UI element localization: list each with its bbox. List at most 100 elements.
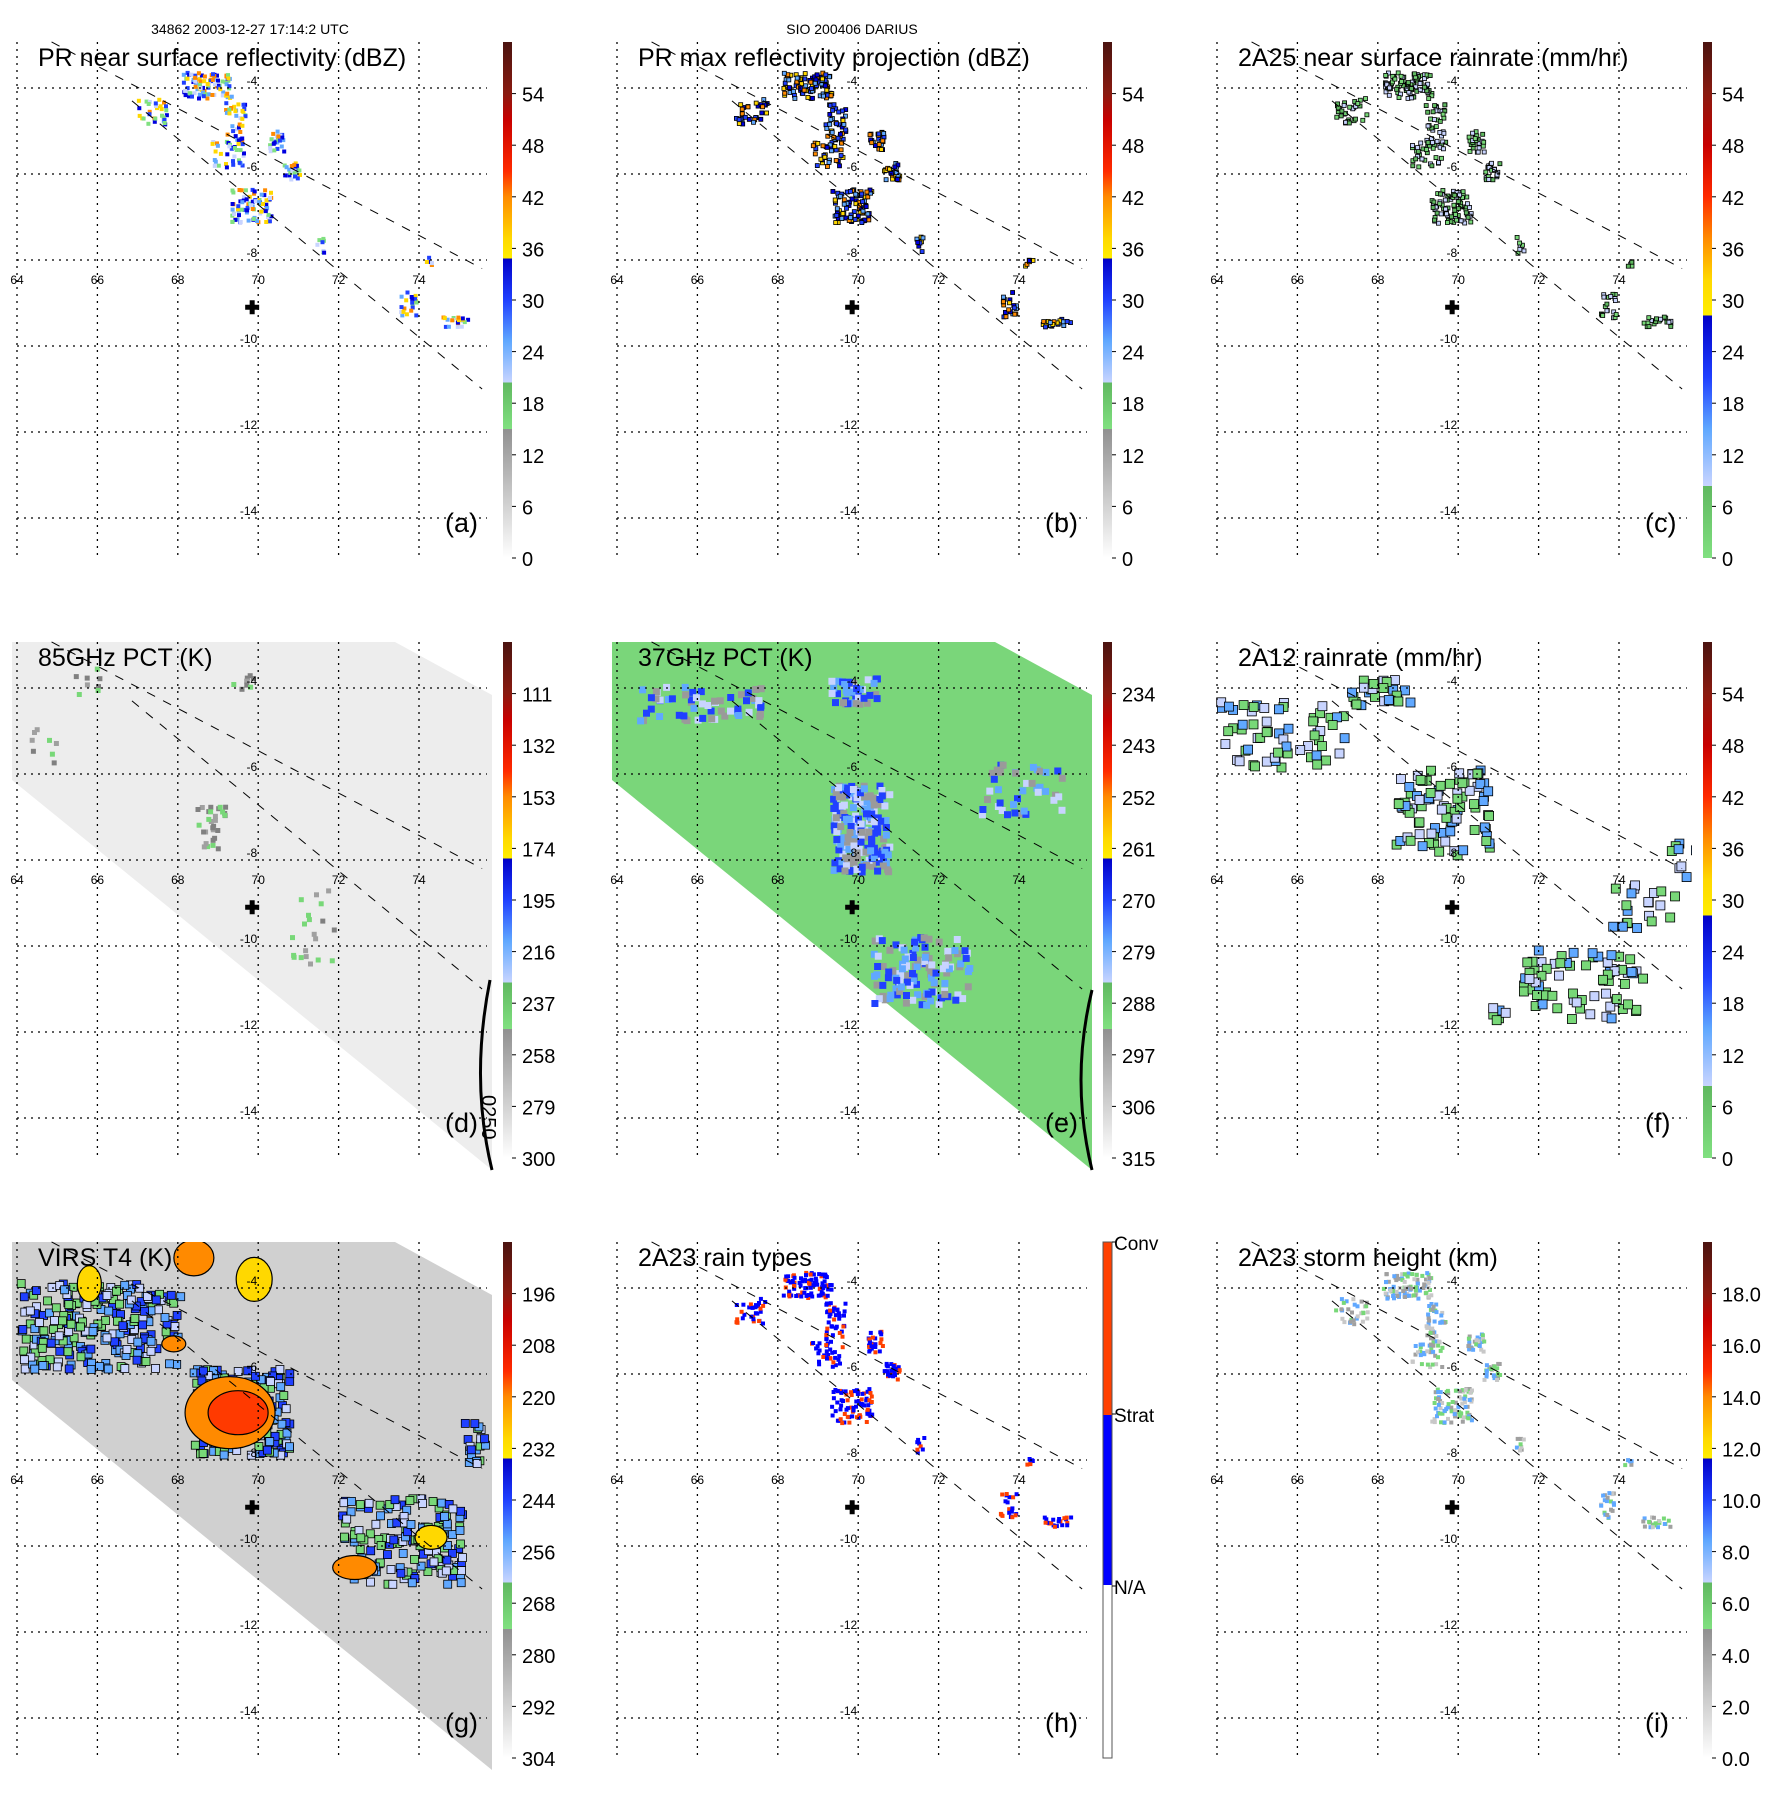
precip-pixel xyxy=(941,990,949,998)
precip-pixel xyxy=(1425,1271,1430,1276)
precip-pixel xyxy=(1483,169,1489,175)
colorbar-tick-label: 288 xyxy=(1122,994,1155,1016)
lon-label: 68 xyxy=(171,1473,185,1487)
precip-pixel xyxy=(885,968,893,976)
precip-pixel xyxy=(1470,1388,1474,1393)
precip-pixel xyxy=(1011,305,1017,311)
precip-pixel xyxy=(1617,921,1628,932)
precip-pixel xyxy=(1395,1294,1400,1298)
precip-pixel xyxy=(1462,1400,1467,1405)
precip-pixel xyxy=(1422,1282,1427,1287)
precip-pixel xyxy=(841,681,849,688)
precip-pixel xyxy=(873,1342,878,1347)
precip-pixel xyxy=(847,1420,852,1425)
precip-pixel xyxy=(197,96,201,101)
precip-pixel xyxy=(230,219,235,224)
precip-pixel xyxy=(1384,82,1390,88)
precip-pixel xyxy=(215,73,219,78)
precip-pixel xyxy=(920,1447,925,1452)
colorbar-tick-label: 12 xyxy=(1722,446,1744,468)
precip-pixel xyxy=(824,144,830,150)
precip-pixel xyxy=(210,93,215,97)
precip-pixel xyxy=(854,1388,859,1393)
precip-pixel xyxy=(804,1279,809,1284)
precip-pixel xyxy=(656,713,664,720)
precip-pixel xyxy=(1459,1396,1464,1401)
lat-label: -6 xyxy=(1447,760,1458,774)
precip-pixel xyxy=(1410,1272,1415,1277)
precip-pixel xyxy=(786,1279,791,1283)
precip-pixel xyxy=(290,168,295,173)
precip-pixel xyxy=(1058,806,1066,814)
precip-pixel xyxy=(401,309,406,314)
precip-pixel xyxy=(269,190,273,195)
precip-pixel xyxy=(837,1331,842,1335)
precip-pixel xyxy=(869,140,875,146)
precip-pixel xyxy=(838,1407,843,1412)
storm-center-cross-icon xyxy=(1445,900,1460,915)
precip-pixel xyxy=(820,93,826,99)
precip-pixel xyxy=(909,996,917,1004)
lon-label: 68 xyxy=(771,873,785,887)
precip-pixel xyxy=(233,134,238,139)
precip-pixel xyxy=(1425,140,1431,145)
precip-pixel xyxy=(86,1364,96,1374)
precip-pixel xyxy=(935,938,943,946)
panel-title: PR near surface reflectivity (dBZ) xyxy=(38,44,406,72)
precip-pixel xyxy=(920,235,926,241)
precip-pixel xyxy=(1057,1517,1062,1521)
precip-pixel xyxy=(230,124,235,129)
precip-pixel xyxy=(990,775,998,783)
precip-pixel xyxy=(792,1286,797,1291)
precip-pixel xyxy=(1568,988,1578,999)
precip-pixel xyxy=(229,94,234,99)
precip-pixel xyxy=(858,828,866,836)
precip-pixel xyxy=(212,163,217,168)
lat-label: -8 xyxy=(1447,846,1458,860)
precip-pixel xyxy=(1647,1519,1652,1524)
precip-pixel xyxy=(308,961,313,967)
precip-pixel xyxy=(879,862,887,870)
precip-pixel xyxy=(429,1557,439,1567)
precip-pixel xyxy=(339,1532,349,1542)
lat-label: -12 xyxy=(240,1618,258,1632)
lon-label: 70 xyxy=(852,273,866,287)
precip-pixel xyxy=(727,694,735,701)
precip-pixel xyxy=(236,141,241,146)
precip-pixel xyxy=(218,87,223,92)
precip-pixel xyxy=(833,220,839,226)
precip-pixel xyxy=(400,313,405,318)
precip-pixel xyxy=(832,1306,836,1311)
precip-pixel xyxy=(735,1317,740,1322)
precip-pixel xyxy=(29,737,35,743)
precip-pixel xyxy=(50,1316,59,1325)
swath-edge-line xyxy=(51,41,483,270)
cold-cloud-top xyxy=(332,1554,378,1581)
precip-pixel xyxy=(1387,85,1393,91)
precip-pixel xyxy=(455,324,460,329)
lon-label: 72 xyxy=(332,273,346,287)
precip-pixel xyxy=(1427,1318,1432,1323)
precip-pixel xyxy=(1445,1388,1450,1393)
precip-pixel xyxy=(1327,720,1338,730)
precip-pixel xyxy=(1479,1340,1484,1344)
colorbar-tick-label: 0 xyxy=(522,549,533,571)
precip-pixel xyxy=(825,1283,830,1288)
precip-pixel xyxy=(1051,1517,1056,1522)
precip-pixel xyxy=(120,1364,130,1374)
precip-pixel xyxy=(192,75,197,80)
precip-pixel xyxy=(1474,1338,1479,1343)
precip-pixel xyxy=(1457,1389,1462,1394)
colorbar-tick-label: 54 xyxy=(1722,685,1744,707)
lon-label: 74 xyxy=(1612,873,1626,887)
precip-pixel xyxy=(909,977,917,985)
lon-label: 72 xyxy=(332,1473,346,1487)
precip-pixel xyxy=(1464,201,1470,207)
precip-pixel xyxy=(303,954,309,960)
precip-pixel xyxy=(151,1363,160,1373)
precip-pixel xyxy=(1414,817,1425,828)
precip-pixel xyxy=(457,1553,467,1563)
precip-pixel xyxy=(921,943,929,951)
colorbar xyxy=(1103,642,1112,1158)
lat-label: -14 xyxy=(840,1704,858,1718)
